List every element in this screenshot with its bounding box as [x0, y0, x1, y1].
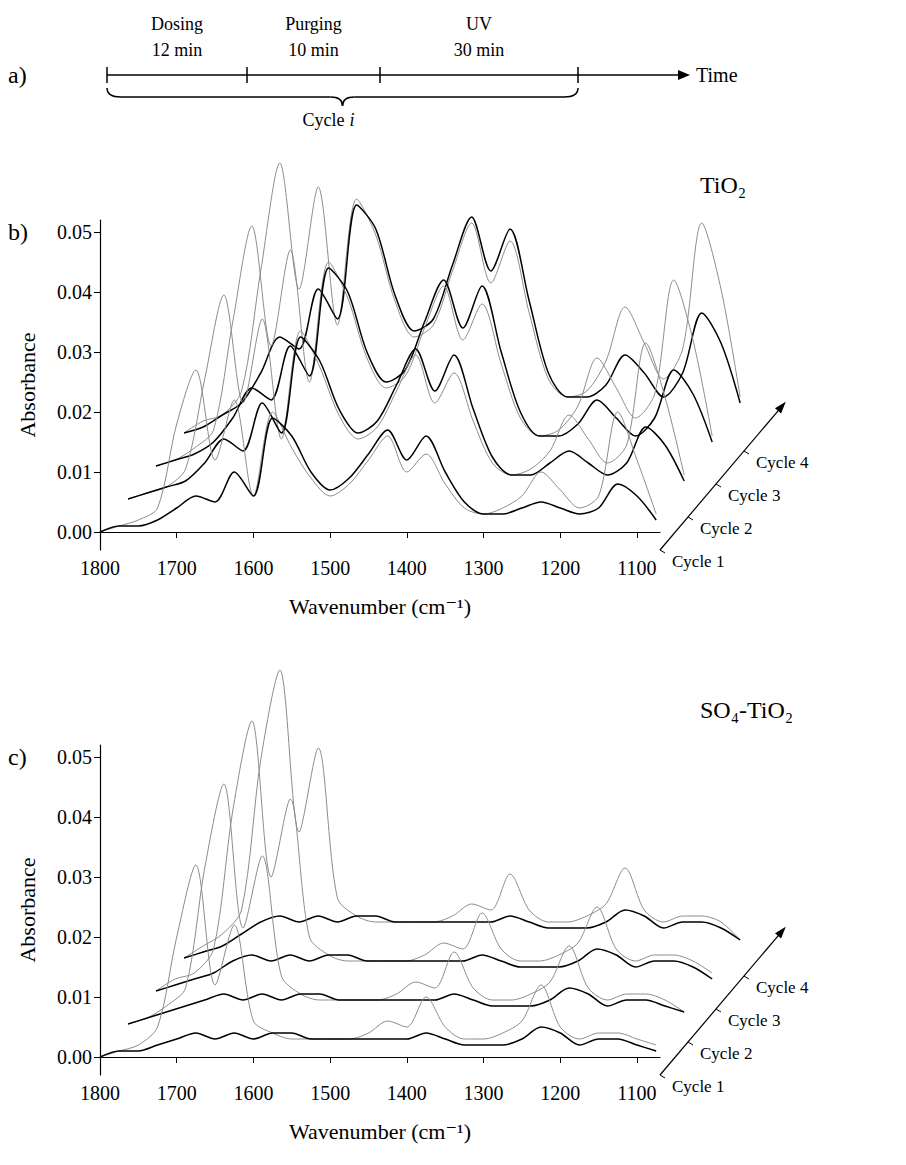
svg-text:Cycle 2: Cycle 2 [700, 519, 752, 538]
svg-text:0.03: 0.03 [57, 866, 92, 888]
svg-text:1200: 1200 [540, 1082, 580, 1104]
svg-text:0.01: 0.01 [57, 986, 92, 1008]
svg-text:1400: 1400 [387, 1082, 427, 1104]
svg-text:1300: 1300 [464, 557, 504, 579]
svg-text:1600: 1600 [233, 1082, 273, 1104]
svg-text:1200: 1200 [540, 557, 580, 579]
svg-text:0.02: 0.02 [57, 926, 92, 948]
svg-text:1700: 1700 [157, 1082, 197, 1104]
svg-text:0.04: 0.04 [57, 806, 92, 828]
svg-text:Cycle 2: Cycle 2 [700, 1044, 752, 1063]
svg-text:1700: 1700 [157, 557, 197, 579]
svg-text:Cycle 1: Cycle 1 [672, 1077, 724, 1096]
svg-text:12 min: 12 min [152, 40, 203, 60]
svg-text:Time: Time [696, 64, 738, 86]
svg-text:b): b) [8, 219, 28, 245]
svg-text:Purging: Purging [285, 14, 342, 34]
svg-text:Cycle 1: Cycle 1 [672, 552, 724, 571]
svg-text:TiO₂: TiO₂ [700, 172, 746, 198]
svg-text:0.03: 0.03 [57, 341, 92, 363]
svg-text:10 min: 10 min [288, 40, 339, 60]
svg-text:0.01: 0.01 [57, 461, 92, 483]
svg-text:Cycle 4: Cycle 4 [756, 978, 809, 997]
svg-text:0.00: 0.00 [57, 1046, 92, 1068]
svg-text:1600: 1600 [233, 557, 273, 579]
svg-text:i: i [350, 110, 355, 130]
svg-text:Cycle 4: Cycle 4 [756, 453, 809, 472]
svg-text:SO₄-TiO₂: SO₄-TiO₂ [700, 697, 793, 723]
svg-text:Absorbance: Absorbance [15, 332, 40, 437]
svg-text:1400: 1400 [387, 557, 427, 579]
svg-text:1800: 1800 [80, 1082, 120, 1104]
svg-text:0.00: 0.00 [57, 521, 92, 543]
svg-text:UV: UV [466, 14, 492, 34]
svg-text:1800: 1800 [80, 557, 120, 579]
svg-text:Wavenumber (cm⁻¹): Wavenumber (cm⁻¹) [289, 1119, 471, 1144]
svg-text:c): c) [8, 744, 27, 770]
svg-text:1500: 1500 [310, 557, 350, 579]
svg-text:Wavenumber (cm⁻¹): Wavenumber (cm⁻¹) [289, 594, 471, 619]
svg-text:1300: 1300 [464, 1082, 504, 1104]
svg-text:0.02: 0.02 [57, 401, 92, 423]
svg-text:a): a) [8, 62, 27, 88]
svg-text:Absorbance: Absorbance [15, 857, 40, 962]
svg-text:Cycle 3: Cycle 3 [728, 1011, 780, 1030]
svg-text:1100: 1100 [617, 1082, 656, 1104]
svg-text:0.04: 0.04 [57, 281, 92, 303]
svg-text:Dosing: Dosing [151, 14, 203, 34]
svg-text:Cycle: Cycle [303, 110, 345, 130]
svg-text:0.05: 0.05 [57, 746, 92, 768]
svg-text:30 min: 30 min [454, 40, 505, 60]
svg-text:1100: 1100 [617, 557, 656, 579]
svg-text:Cycle 3: Cycle 3 [728, 486, 780, 505]
svg-text:1500: 1500 [310, 1082, 350, 1104]
svg-text:0.05: 0.05 [57, 221, 92, 243]
